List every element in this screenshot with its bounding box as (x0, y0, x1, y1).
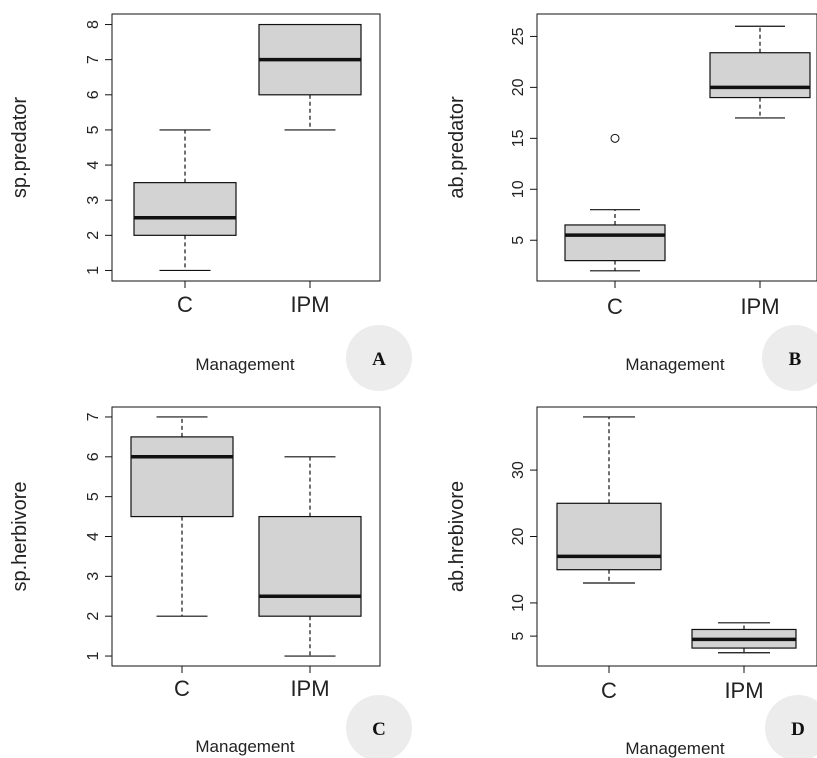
panel-a: 1 2 3 4 5 6 7 8 C IPM sp.predator Management A (9, 13, 412, 391)
y-tick-label: 3 (85, 572, 102, 581)
box-c (564, 133, 666, 272)
y-tick-label: 1 (85, 651, 102, 660)
category-label: C (607, 294, 623, 319)
y-tick-label: 4 (85, 161, 102, 170)
y-axis-title: ab.predator (446, 96, 468, 199)
panel-badge-label: D (791, 719, 805, 740)
box-ipm (258, 456, 362, 657)
y-tick-label: 1 (85, 266, 102, 275)
y-tick-label: 7 (85, 55, 102, 64)
y-tick-label: 8 (85, 20, 102, 29)
category-label: IPM (290, 676, 329, 701)
category-label: C (601, 678, 617, 703)
y-tick-label: 7 (85, 412, 102, 421)
iqr-box (133, 182, 237, 236)
y-axis-title: sp.herbivore (9, 481, 31, 591)
iqr-box (556, 502, 662, 571)
y-tick-label: 25 (510, 27, 527, 45)
iqr-box (709, 52, 811, 99)
category-label: IPM (290, 292, 329, 317)
panel-badge (346, 695, 412, 758)
box-c (556, 416, 662, 584)
y-tick-label: 5 (510, 236, 527, 245)
y-tick-label: 10 (510, 594, 527, 612)
box-c (133, 129, 237, 272)
box-ipm (691, 622, 797, 654)
category-label: IPM (724, 678, 763, 703)
panel-badge (346, 325, 412, 391)
y-tick-label: 5 (85, 492, 102, 501)
x-axis-title: Management (625, 355, 725, 374)
iqr-box (258, 515, 362, 617)
y-tick-label: 2 (85, 231, 102, 240)
iqr-box (564, 224, 666, 262)
x-axis-title: Management (625, 739, 725, 758)
y-tick-label: 20 (510, 528, 527, 546)
panel-badge (762, 325, 817, 391)
plot-frame (111, 13, 381, 282)
y-tick-label: 4 (85, 532, 102, 541)
x-axis-title: Management (195, 355, 295, 374)
box-ipm (709, 25, 811, 119)
iqr-box (130, 436, 234, 518)
plot-frame (536, 13, 817, 282)
y-tick-label: 6 (85, 452, 102, 461)
panel-badge-label: C (372, 719, 386, 740)
panel-badge-label: B (789, 349, 802, 370)
category-label: C (177, 292, 193, 317)
y-tick-label: 3 (85, 196, 102, 205)
x-axis-title: Management (195, 737, 295, 756)
y-tick-label: 15 (510, 129, 527, 147)
outlier-point (610, 133, 620, 143)
panel-badge (765, 695, 817, 758)
panel-b: 5 10 15 20 25 C IPM ab.predator Management B (446, 13, 817, 391)
y-tick-label: 10 (510, 180, 527, 198)
y-tick-label: 2 (85, 612, 102, 621)
y-tick-label: 5 (510, 632, 527, 641)
category-label: C (174, 676, 190, 701)
box-ipm (258, 23, 362, 131)
panel-badge-label: A (372, 349, 386, 370)
y-tick-label: 5 (85, 125, 102, 134)
category-label: IPM (740, 294, 779, 319)
panel-d: 5 10 20 30 C IPM ab.hrebivore Management D (446, 406, 817, 758)
y-tick-label: 30 (510, 461, 527, 479)
box-c (130, 416, 234, 617)
panel-c: 1 2 3 4 5 6 7 C IPM sp.herbivore Management C (9, 406, 412, 758)
y-tick-label: 20 (510, 78, 527, 96)
y-axis-title: sp.predator (9, 97, 31, 199)
y-axis-title: ab.hrebivore (446, 481, 468, 592)
y-tick-label: 6 (85, 90, 102, 99)
